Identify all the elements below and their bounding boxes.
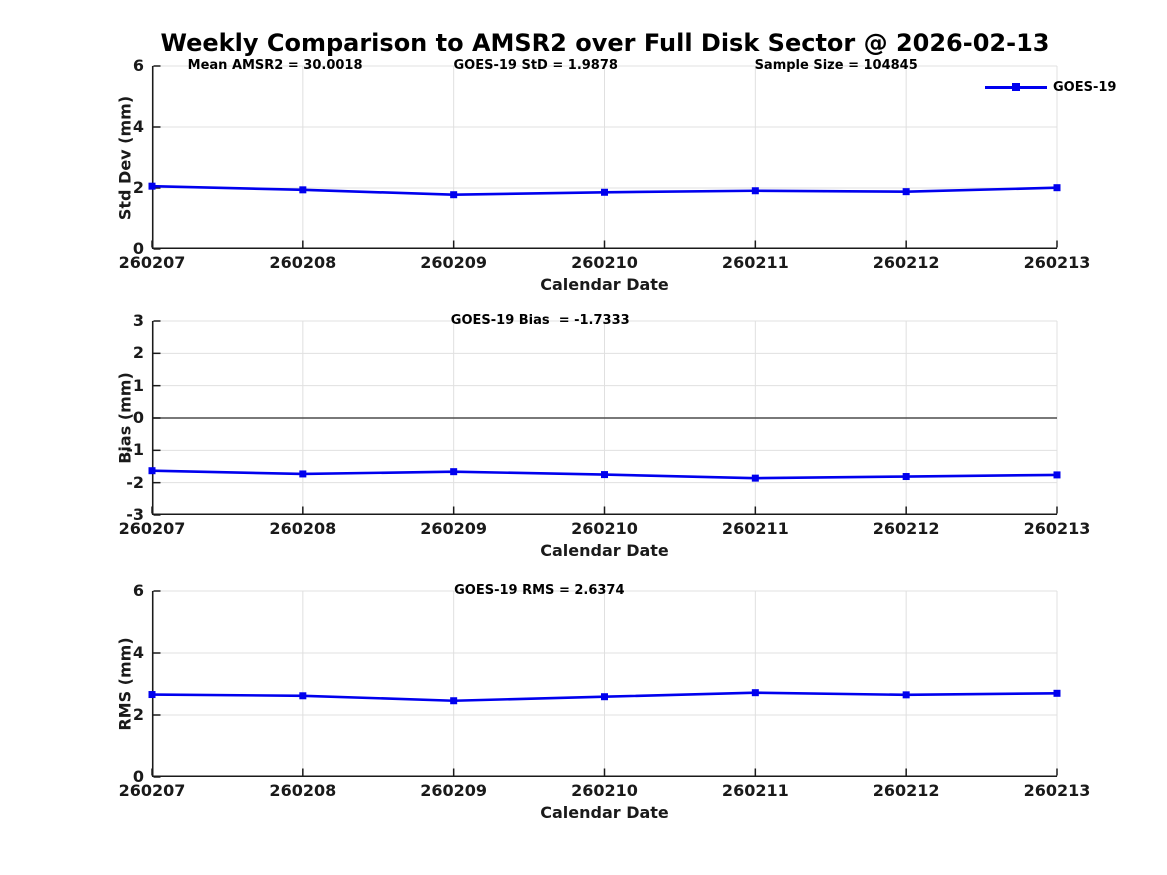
x-tick-label: 260210	[571, 781, 638, 800]
rms-data-point	[751, 689, 759, 697]
x-tick-label: 260208	[269, 519, 337, 538]
y-tick-label: 0	[132, 767, 144, 786]
bias-data-point	[1053, 471, 1061, 479]
rms-data-point	[299, 692, 307, 700]
std-dev-data-point	[902, 188, 910, 196]
legend-line-sample	[985, 83, 1047, 91]
x-tick-label: 260207	[118, 519, 186, 538]
bias-data-point	[148, 467, 156, 475]
y-tick-label: -3	[126, 505, 144, 524]
x-tick-label: 260212	[872, 781, 940, 800]
rms-data-point	[601, 693, 608, 701]
x-tick-label: 260208	[269, 253, 337, 272]
bias-subplot: Bias (mm) Calendar Date -3 -2 -1 0 1 2 3 260207…	[116, 312, 1091, 561]
y-tick-label: 4	[132, 117, 144, 136]
x-tick-label: 260207	[118, 253, 186, 272]
std-dev-data-point	[1053, 184, 1061, 192]
std-dev-data-point	[148, 182, 156, 190]
x-tick-label: 260209	[420, 519, 488, 538]
rms-plot-svg	[148, 590, 1061, 778]
std-dev-data-point	[601, 188, 608, 196]
x-tick-label: 260209	[420, 781, 488, 800]
rms-annotation: GOES-19 RMS = 2.6374	[454, 583, 625, 598]
std-dev-annotation: Mean AMSR2 = 30.0018	[187, 58, 363, 73]
bias-data-point	[751, 474, 759, 482]
x-tick-label: 260213	[1023, 253, 1091, 272]
y-tick-label: 6	[132, 56, 144, 75]
std-dev-data-point	[751, 187, 759, 195]
x-tick-label: 260213	[1023, 781, 1091, 800]
y-tick-label: -2	[126, 472, 144, 492]
rms-data-point	[148, 691, 156, 699]
y-tick-label: 2	[132, 343, 144, 363]
y-tick-label: 2	[132, 705, 144, 724]
bias-data-point	[450, 468, 458, 476]
x-tick-label: 260210	[571, 253, 638, 272]
figure-title: Weekly Comparison to AMSR2 over Full Dis…	[160, 29, 1050, 57]
legend: GOES-19	[985, 78, 1116, 96]
x-tick-label: 260212	[872, 519, 940, 538]
std-dev-plot-svg	[148, 65, 1061, 250]
bias-data-point	[902, 473, 910, 481]
bias-plot-svg	[148, 320, 1061, 516]
y-tick-label: 1	[132, 375, 144, 395]
rms-x-axis-label: Calendar Date	[540, 803, 669, 822]
bias-data-point	[299, 470, 307, 478]
bias-x-axis-label: Calendar Date	[540, 541, 669, 560]
y-tick-label: 4	[132, 643, 144, 662]
x-tick-label: 260208	[269, 781, 337, 800]
rms-data-point	[450, 697, 458, 705]
std-dev-annotation: Sample Size = 104845	[754, 58, 918, 73]
y-tick-label: -1	[126, 440, 144, 460]
std-dev-y-axis-label: Std Dev (mm)	[115, 95, 135, 220]
std-dev-data-point	[299, 186, 307, 194]
std-dev-x-axis-label: Calendar Date	[540, 275, 669, 294]
rms-data-point	[1053, 689, 1061, 697]
std-dev-subplot: Std Dev (mm) Calendar Date GOES-19 0 2 4 6 2…	[116, 57, 1117, 295]
y-tick-label: 2	[132, 178, 144, 197]
y-tick-label: 6	[132, 581, 144, 600]
x-tick-label: 260211	[721, 781, 789, 800]
rms-subplot: RMS (mm) Calendar Date 0 2 4 6 260207 260208 2…	[116, 582, 1091, 823]
x-tick-label: 260212	[872, 253, 940, 272]
bias-annotation: GOES-19 Bias = -1.7333	[450, 313, 630, 328]
x-tick-label: 260209	[420, 253, 488, 272]
std-dev-annotation: GOES-19 StD = 1.9878	[453, 58, 618, 73]
x-tick-label: 260211	[721, 253, 789, 272]
std-dev-data-point	[450, 191, 458, 199]
y-tick-label: 0	[132, 408, 144, 427]
legend-square-marker-icon	[1012, 83, 1020, 91]
x-tick-label: 260211	[721, 519, 789, 538]
legend-label: GOES-19	[1053, 79, 1117, 95]
bias-data-point	[601, 471, 608, 479]
rms-data-point	[902, 691, 910, 699]
y-tick-label: 0	[132, 239, 144, 258]
x-tick-label: 260210	[571, 519, 638, 538]
y-tick-label: 3	[132, 311, 144, 330]
x-tick-label: 260207	[118, 781, 186, 800]
x-tick-label: 260213	[1023, 519, 1091, 538]
